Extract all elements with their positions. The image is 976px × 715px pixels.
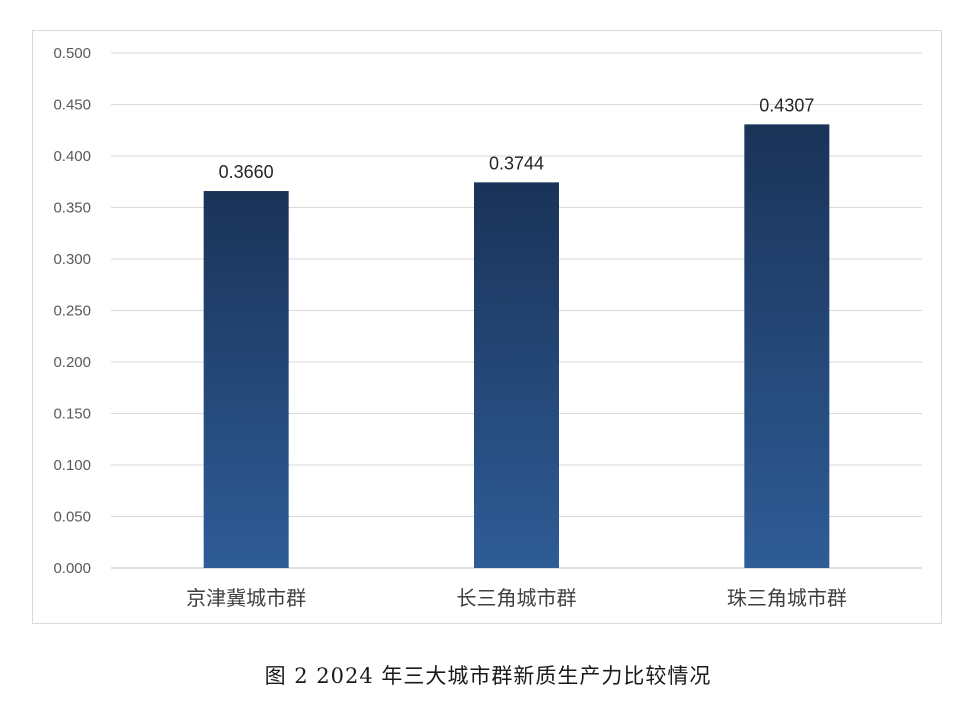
- y-tick-label: 0.100: [53, 457, 91, 474]
- y-tick-label: 0.400: [53, 148, 91, 165]
- category-label: 长三角城市群: [457, 586, 577, 610]
- y-tick-label: 0.450: [53, 97, 91, 114]
- y-tick-label: 0.000: [53, 560, 91, 577]
- y-tick-label: 0.050: [53, 509, 91, 526]
- bars: [203, 124, 830, 569]
- data-label: 0.4307: [759, 95, 814, 115]
- y-tick-label: 0.500: [53, 45, 91, 62]
- y-tick-label: 0.350: [53, 200, 91, 217]
- bar: [744, 124, 830, 568]
- y-tick-label: 0.250: [53, 303, 91, 320]
- bar: [203, 191, 289, 568]
- data-label: 0.3660: [219, 162, 274, 182]
- y-tick-label: 0.150: [53, 406, 91, 423]
- bar-chart: 0.000 0.050 0.100 0.150 0.200 0.250 0.300 0.350…: [53, 45, 922, 610]
- figure-caption: 图 2 2024 年三大城市群新质生产力比较情况: [264, 664, 712, 688]
- data-label: 0.3744: [489, 153, 544, 173]
- y-axis-tick-labels: 0.000 0.050 0.100 0.150 0.200 0.250 0.300 0.350…: [53, 45, 91, 577]
- chart-frame: 0.000 0.050 0.100 0.150 0.200 0.250 0.300 0.350…: [32, 30, 942, 624]
- bar: [474, 182, 559, 569]
- y-tick-label: 0.200: [53, 354, 91, 371]
- x-axis-category-labels: 京津冀城市群 长三角城市群 珠三角城市群: [186, 586, 847, 610]
- data-labels: 0.3660 0.3744 0.4307: [219, 95, 815, 182]
- category-label: 珠三角城市群: [727, 586, 847, 610]
- y-tick-label: 0.300: [53, 251, 91, 268]
- category-label: 京津冀城市群: [186, 586, 306, 610]
